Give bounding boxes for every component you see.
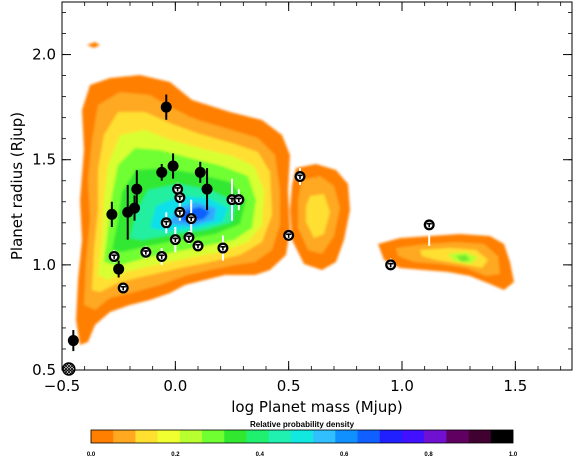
x-tick-label: 0.0 bbox=[163, 377, 187, 395]
symbol-data-point bbox=[174, 206, 186, 218]
symbol-data-point bbox=[423, 219, 435, 231]
symbol-data-point bbox=[117, 282, 129, 294]
colorbar-cell bbox=[379, 430, 403, 443]
colorbar-ticks: 0.0 0.2 0.4 0.6 0.8 1.0 bbox=[87, 452, 518, 458]
colorbar-cell bbox=[290, 430, 314, 443]
symbol-data-point bbox=[185, 213, 197, 225]
symbol-data-point bbox=[174, 192, 186, 204]
colorbar-tick-label: 0.2 bbox=[171, 452, 180, 458]
y-axis-label: Planet radius (Rjup) bbox=[8, 112, 26, 260]
symbol-data-point bbox=[172, 183, 184, 195]
y-tick-label: 2.0 bbox=[32, 46, 56, 64]
colorbar-tick-label: 0.4 bbox=[256, 452, 265, 458]
x-tick-label: 1.0 bbox=[390, 377, 414, 395]
black-data-point bbox=[167, 160, 179, 172]
x-tick-label: −0.5 bbox=[44, 377, 80, 395]
black-data-point bbox=[156, 166, 168, 178]
colorbar-cell bbox=[313, 430, 336, 443]
colorbar-frame bbox=[90, 429, 514, 444]
colorbar-cell bbox=[91, 430, 114, 443]
colorbar-cell bbox=[157, 430, 181, 443]
colorbar-cell bbox=[335, 430, 358, 443]
plot-frame bbox=[61, 1, 573, 371]
x-tick-label: 1.5 bbox=[503, 377, 527, 395]
black-data-point bbox=[160, 101, 172, 113]
colorbar-tick-label: 0.8 bbox=[424, 452, 433, 458]
black-data-point bbox=[131, 183, 143, 195]
x-tick-label: 0.5 bbox=[277, 377, 301, 395]
symbol-data-point bbox=[140, 246, 152, 258]
colorbar-tick-label: 0.0 bbox=[87, 452, 96, 458]
symbol-data-point bbox=[192, 240, 204, 252]
black-data-point bbox=[67, 335, 79, 347]
symbol-data-point bbox=[183, 232, 195, 244]
colorbar-cell bbox=[113, 430, 136, 443]
y-tick-label: 0.5 bbox=[32, 361, 56, 379]
colorbar-cell bbox=[401, 430, 425, 443]
colorbar-tick-label: 1.0 bbox=[509, 452, 518, 458]
colorbar-cell bbox=[268, 430, 292, 443]
y-ticks: 0.5 1.0 1.5 2.0 bbox=[32, 12, 572, 379]
black-data-point bbox=[129, 202, 141, 214]
symbol-data-point bbox=[294, 171, 306, 183]
x-axis-label: log Planet mass (Mjup) bbox=[231, 398, 402, 416]
symbol-data-point bbox=[217, 242, 229, 254]
density-mid-2 bbox=[306, 194, 330, 238]
density-right-4 bbox=[456, 255, 470, 262]
colorbar-cell bbox=[357, 430, 381, 443]
colorbar-tick-label: 0.6 bbox=[340, 452, 349, 458]
data-markers bbox=[62, 101, 435, 376]
colorbar-cell bbox=[135, 430, 158, 443]
colorbar-cell bbox=[424, 430, 447, 443]
colorbar-cell bbox=[490, 430, 514, 443]
density-patch-a bbox=[87, 42, 100, 48]
y-tick-label: 1.5 bbox=[32, 151, 56, 169]
black-data-point bbox=[106, 208, 118, 220]
black-data-point bbox=[194, 166, 206, 178]
colorbar-cell bbox=[246, 430, 269, 443]
symbol-data-point bbox=[156, 250, 168, 262]
y-tick-label: 1.0 bbox=[32, 256, 56, 274]
colorbar-title: Relative probability density bbox=[250, 420, 355, 429]
x-ticks: −0.5 0.0 0.5 1.0 1.5 bbox=[44, 2, 562, 395]
colorbar-cell bbox=[202, 430, 225, 443]
symbol-data-point bbox=[160, 217, 172, 229]
colorbar: Relative probability density 0.0 0.2 0.4 0.… bbox=[87, 420, 518, 458]
symbol-data-point bbox=[169, 234, 181, 246]
hatched-data-point bbox=[62, 362, 76, 376]
colorbar-cells bbox=[91, 430, 514, 443]
symbol-data-point bbox=[283, 229, 295, 241]
black-data-point bbox=[201, 183, 213, 195]
symbol-data-point bbox=[233, 194, 245, 206]
colorbar-cell bbox=[468, 430, 492, 443]
black-data-point bbox=[113, 263, 125, 275]
density-patch-b bbox=[186, 108, 196, 117]
symbol-data-point bbox=[108, 250, 120, 262]
colorbar-cell bbox=[446, 430, 469, 443]
colorbar-cell bbox=[179, 430, 203, 443]
density-field bbox=[76, 42, 514, 345]
colorbar-cell bbox=[224, 430, 247, 443]
symbol-data-point bbox=[385, 259, 397, 271]
